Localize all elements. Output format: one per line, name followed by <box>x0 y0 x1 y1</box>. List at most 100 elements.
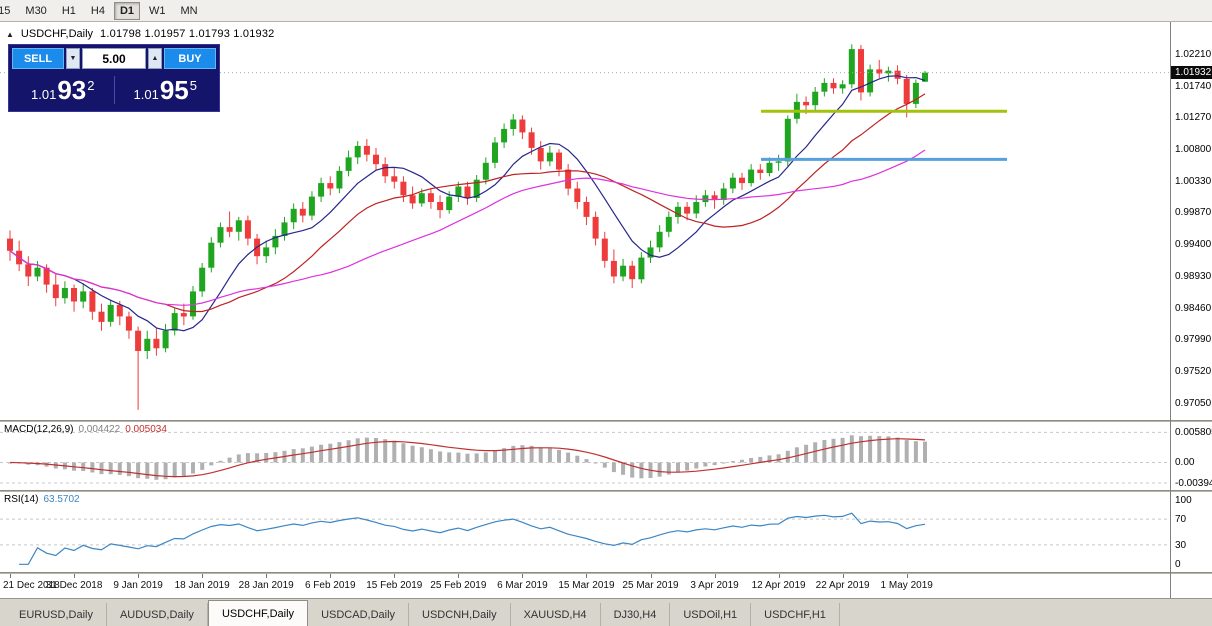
chart-tab-usdcad-daily[interactable]: USDCAD,Daily <box>308 603 410 626</box>
time-axis-label: 9 Jan 2019 <box>113 580 163 591</box>
bid-price-display: 1.01 93 2 <box>12 77 114 103</box>
timeframe-button-d1[interactable]: D1 <box>113 1 140 20</box>
moving-average-fast <box>9 75 926 332</box>
time-axis-label: 6 Feb 2019 <box>304 580 356 591</box>
price-scale-label: 1.00800 <box>1175 144 1212 156</box>
chart-tab-dj30-h4[interactable]: DJ30,H4 <box>601 603 671 626</box>
time-axis-label: 25 Mar 2019 <box>622 580 679 591</box>
candlestick-series <box>7 44 928 410</box>
time-axis-tick <box>715 574 716 578</box>
time-axis-tick <box>651 574 652 578</box>
chart-plot-column: ▲ USDCHF,Daily 1.01798 1.01957 1.01793 1… <box>0 22 1170 598</box>
price-scale-label: 0.97990 <box>1175 334 1212 346</box>
macd-panel: MACD(12,26,9) 0.004422 0.005034 <box>0 422 1170 490</box>
volume-input[interactable]: 5.00 <box>82 48 146 69</box>
chart-tab-usdcnh-daily[interactable]: USDCNH,Daily <box>409 603 511 626</box>
macd-signal-line <box>9 438 926 478</box>
chart-tab-xauusd-h4[interactable]: XAUUSD,H4 <box>511 603 601 626</box>
time-axis-label: 15 Mar 2019 <box>558 580 615 591</box>
volume-value: 5.00 <box>102 51 126 66</box>
timeframe-button-mn[interactable]: MN <box>175 2 204 20</box>
time-axis-label: 28 Jan 2019 <box>238 580 294 591</box>
rsi-panel: RSI(14) 63.5702 <box>0 492 1170 572</box>
time-axis-label: 18 Jan 2019 <box>174 580 230 591</box>
price-scale-label: 0.99400 <box>1175 239 1212 250</box>
time-axis-label: 31 Dec 2018 <box>45 580 103 591</box>
rsi-scale-label: 0 <box>1175 559 1181 571</box>
price-scale-label: 1.00330 <box>1175 176 1212 188</box>
timeframe-button-w1[interactable]: W1 <box>143 2 172 20</box>
timeframe-button-m15[interactable]: M15 <box>0 2 16 20</box>
rsi-scale-label: 30 <box>1175 539 1187 551</box>
time-axis-label: 25 Feb 2019 <box>430 580 487 591</box>
ask-main-digits: 95 <box>159 75 189 105</box>
price-scale-label: 0.97520 <box>1175 366 1212 378</box>
rsi-scale-label: 100 <box>1175 494 1192 506</box>
time-axis-tick <box>522 574 523 578</box>
time-axis-tick <box>10 574 11 578</box>
panel-divider <box>1171 572 1212 574</box>
time-axis-label: 21 Dec 2018 <box>3 580 60 591</box>
time-axis[interactable]: 21 Dec 2018 31 Dec 2018 9 Jan 2019 18 Jan 2… <box>0 574 1170 598</box>
price-scale-label: 1.01270 <box>1175 112 1212 124</box>
time-axis-tick <box>843 574 844 578</box>
time-axis-tick <box>907 574 908 578</box>
macd-scale[interactable]: 0.005805 0.00 -0.003945 <box>1171 422 1212 490</box>
bid-main-digits: 93 <box>57 75 87 105</box>
volume-increase-button[interactable]: ▲ <box>148 48 162 69</box>
sell-button[interactable]: SELL <box>12 48 64 69</box>
scale-corner <box>1171 574 1212 598</box>
time-axis-tick <box>74 574 75 578</box>
trade-controls-row: SELL ▼ 5.00 ▲ BUY <box>12 48 216 69</box>
chart-tab-eurusd-daily[interactable]: EURUSD,Daily <box>6 603 107 626</box>
chart-tab-usdoil-h1[interactable]: USDOil,H1 <box>670 603 752 626</box>
panel-divider[interactable] <box>0 420 1170 422</box>
panel-divider[interactable] <box>0 572 1170 574</box>
time-axis-label: 15 Feb 2019 <box>366 580 423 591</box>
ask-prefix: 1.01 <box>133 87 159 102</box>
timeframe-button-h4[interactable]: H4 <box>85 2 111 20</box>
time-axis-tick <box>458 574 459 578</box>
moving-average-slow <box>9 149 926 306</box>
time-axis-label: 6 Mar 2019 <box>497 580 548 591</box>
time-axis-tick <box>394 574 395 578</box>
macd-canvas[interactable] <box>0 422 1170 490</box>
bid-pipette-digit: 2 <box>87 78 95 93</box>
rsi-scale[interactable]: 100 70 30 0 <box>1171 492 1212 572</box>
time-axis-label: 1 May 2019 <box>880 580 933 591</box>
chart-tab-audusd-daily[interactable]: AUDUSD,Daily <box>107 603 208 626</box>
timeframe-button-h1[interactable]: H1 <box>56 2 82 20</box>
price-chart-canvas[interactable] <box>0 22 1170 420</box>
time-axis-label: 12 Apr 2019 <box>751 580 806 591</box>
price-scale[interactable]: 1.02210 1.01740 1.01270 1.00800 1.00330 0.998… <box>1171 22 1212 420</box>
ask-price-display: 1.01 95 5 <box>115 77 217 103</box>
ask-pipette-digit: 5 <box>189 78 197 93</box>
volume-decrease-button[interactable]: ▼ <box>66 48 80 69</box>
one-click-trading-panel: SELL ▼ 5.00 ▲ BUY 1.01 93 2 <box>8 44 220 112</box>
chart-tab-usdchf-h1[interactable]: USDCHF,H1 <box>751 603 840 626</box>
price-panel: ▲ USDCHF,Daily 1.01798 1.01957 1.01793 1… <box>0 22 1170 420</box>
chart-tab-usdchf-daily[interactable]: USDCHF,Daily <box>207 600 309 626</box>
bid-prefix: 1.01 <box>31 87 57 102</box>
panel-divider[interactable] <box>0 490 1170 492</box>
rsi-line <box>19 512 926 565</box>
chart-tabs-bar: EURUSD,Daily AUDUSD,Daily USDCHF,Daily USDC… <box>0 598 1212 626</box>
price-scale-label: 1.02210 <box>1175 48 1212 60</box>
macd-scale-label: 0.005805 <box>1175 427 1212 439</box>
price-scale-label: 0.97050 <box>1175 398 1212 410</box>
timeframe-toolbar: M15M30H1H4D1W1MN <box>0 0 1212 22</box>
price-scale-label: 0.99870 <box>1175 207 1212 219</box>
time-axis-label: 22 Apr 2019 <box>815 580 870 591</box>
time-axis-tick <box>330 574 331 578</box>
time-axis-label: 3 Apr 2019 <box>690 580 739 591</box>
buy-button[interactable]: BUY <box>164 48 216 69</box>
timeframe-button-m30[interactable]: M30 <box>19 2 52 20</box>
price-scale-label: 1.01740 <box>1175 80 1212 92</box>
rsi-canvas[interactable] <box>0 492 1170 572</box>
price-scale-label: 0.98460 <box>1175 302 1212 314</box>
time-axis-tick <box>202 574 203 578</box>
time-axis-tick <box>266 574 267 578</box>
panel-divider <box>1171 490 1212 492</box>
macd-scale-label: 0.00 <box>1175 457 1195 469</box>
